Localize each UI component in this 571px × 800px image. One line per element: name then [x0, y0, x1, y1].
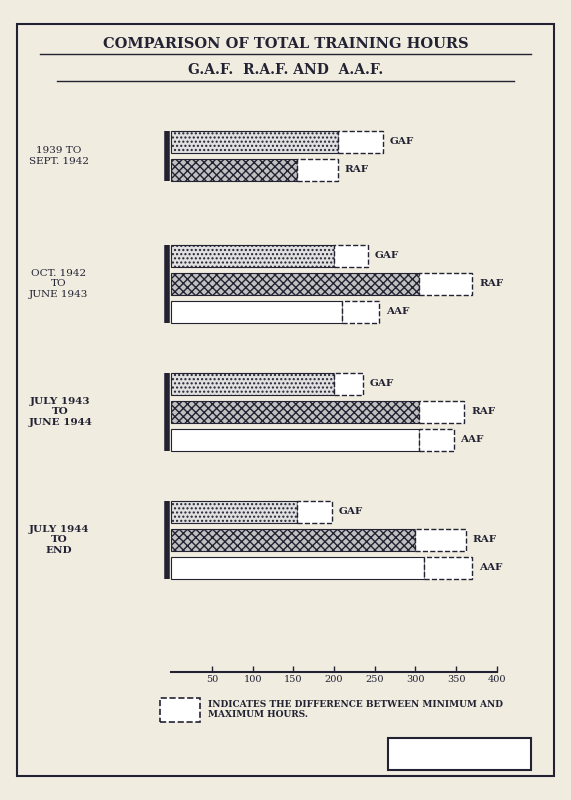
Text: AAF: AAF — [460, 435, 484, 445]
Bar — [297, 159, 338, 182]
Text: OCT. 1942
TO
JUNE 1943: OCT. 1942 TO JUNE 1943 — [29, 269, 88, 299]
Bar — [171, 273, 420, 295]
Text: GAF: GAF — [369, 379, 393, 389]
Text: GAF: GAF — [375, 251, 399, 261]
Bar — [171, 429, 420, 451]
Bar — [388, 738, 531, 770]
Text: GAF: GAF — [339, 507, 363, 517]
Bar — [171, 301, 342, 323]
Text: GAF: GAF — [389, 138, 414, 146]
Text: RAF: RAF — [479, 279, 504, 289]
Bar — [338, 131, 383, 154]
Bar — [297, 501, 332, 523]
Bar — [171, 159, 297, 182]
Bar — [171, 401, 420, 423]
Text: G.A.F.  R.A.F. AND  A.A.F.: G.A.F. R.A.F. AND A.A.F. — [188, 63, 383, 78]
Text: NUMBER OF FLYING HOURS: NUMBER OF FLYING HOURS — [243, 646, 425, 658]
Text: COMPARISON OF TOTAL TRAINING HOURS: COMPARISON OF TOTAL TRAINING HOURS — [103, 37, 468, 51]
Text: FIGURE 8: FIGURE 8 — [421, 746, 498, 761]
Bar — [171, 501, 297, 523]
Bar — [171, 529, 416, 551]
Text: JULY 1943
TO
JUNE 1944: JULY 1943 TO JUNE 1944 — [29, 397, 93, 427]
Text: AAF: AAF — [479, 563, 502, 573]
Bar — [420, 273, 472, 295]
Text: INDICATES THE DIFFERENCE BETWEEN MINIMUM AND
MAXIMUM HOURS.: INDICATES THE DIFFERENCE BETWEEN MINIMUM… — [208, 700, 504, 719]
Text: RAF: RAF — [473, 535, 497, 545]
Text: RAF: RAF — [471, 407, 495, 417]
Bar — [171, 557, 424, 579]
Bar — [420, 429, 453, 451]
Bar — [334, 373, 363, 395]
Bar — [342, 301, 379, 323]
Bar — [416, 529, 466, 551]
Bar — [171, 373, 334, 395]
Bar — [160, 698, 200, 722]
Bar — [171, 131, 338, 154]
Text: JULY 1944
TO
END: JULY 1944 TO END — [29, 525, 89, 555]
Bar — [334, 245, 368, 267]
Text: RAF: RAF — [345, 166, 369, 174]
Bar — [171, 245, 334, 267]
Text: AAF: AAF — [385, 307, 409, 317]
Bar — [424, 557, 472, 579]
Bar — [420, 401, 464, 423]
Text: 1939 TO
SEPT. 1942: 1939 TO SEPT. 1942 — [29, 146, 89, 166]
